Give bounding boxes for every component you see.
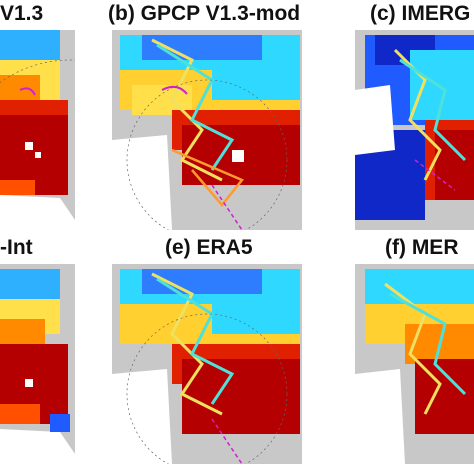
panel-d-title: -Int (0, 236, 33, 259)
map-panel-c (355, 30, 474, 230)
panel-e-title: (e) ERA5 (165, 236, 253, 259)
panel-f-title: (f) MER (385, 236, 459, 259)
panel-a-title: V1.3 (0, 2, 44, 25)
map-panel-d (0, 264, 75, 464)
map-panel-a (0, 30, 75, 230)
map-panel-e (112, 264, 302, 464)
map-panel-b (112, 30, 302, 230)
panel-b-title: (b) GPCP V1.3-mod (108, 2, 301, 25)
map-panel-f (355, 264, 474, 464)
panel-c-title: (c) IMERG (370, 2, 471, 25)
